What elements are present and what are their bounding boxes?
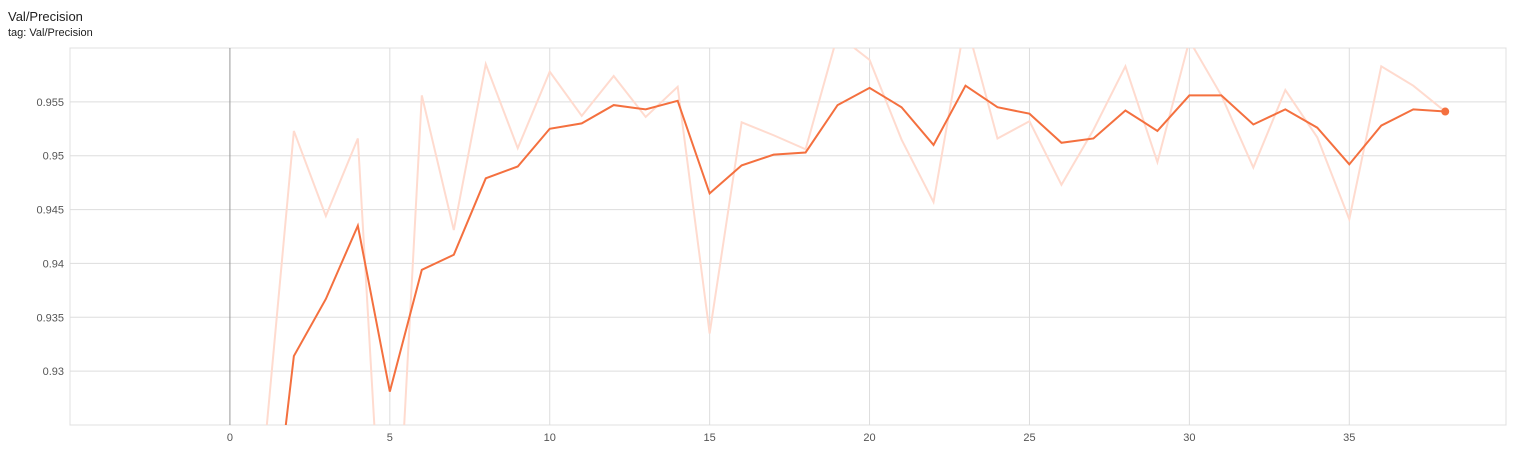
y-tick-label: 0.94: [43, 258, 64, 270]
x-tick-label: 5: [387, 432, 393, 444]
x-tick-label: 20: [863, 432, 875, 444]
series-line: [284, 84, 1446, 425]
x-tick-label: 30: [1183, 432, 1195, 444]
x-tick-label: 35: [1343, 432, 1355, 444]
x-tick-label: 25: [1023, 432, 1035, 444]
y-tick-label: 0.93: [43, 366, 64, 378]
y-tick-label: 0.945: [36, 205, 64, 217]
series-line: [265, 48, 1446, 425]
plot-frame: [69, 47, 1507, 426]
chart-subtitle: tag: Val/Precision: [8, 27, 93, 39]
x-tick-label: 0: [227, 432, 233, 444]
y-tick-label: 0.935: [36, 312, 64, 324]
y-tick-label: 0.95: [43, 151, 64, 163]
x-tick-label: 15: [704, 432, 716, 444]
end-point: [1441, 107, 1450, 116]
x-tick-label: 10: [544, 432, 556, 444]
plot-area: [265, 48, 1450, 425]
chart-title: Val/Precision: [8, 9, 83, 24]
y-tick-label: 0.955: [36, 97, 64, 109]
